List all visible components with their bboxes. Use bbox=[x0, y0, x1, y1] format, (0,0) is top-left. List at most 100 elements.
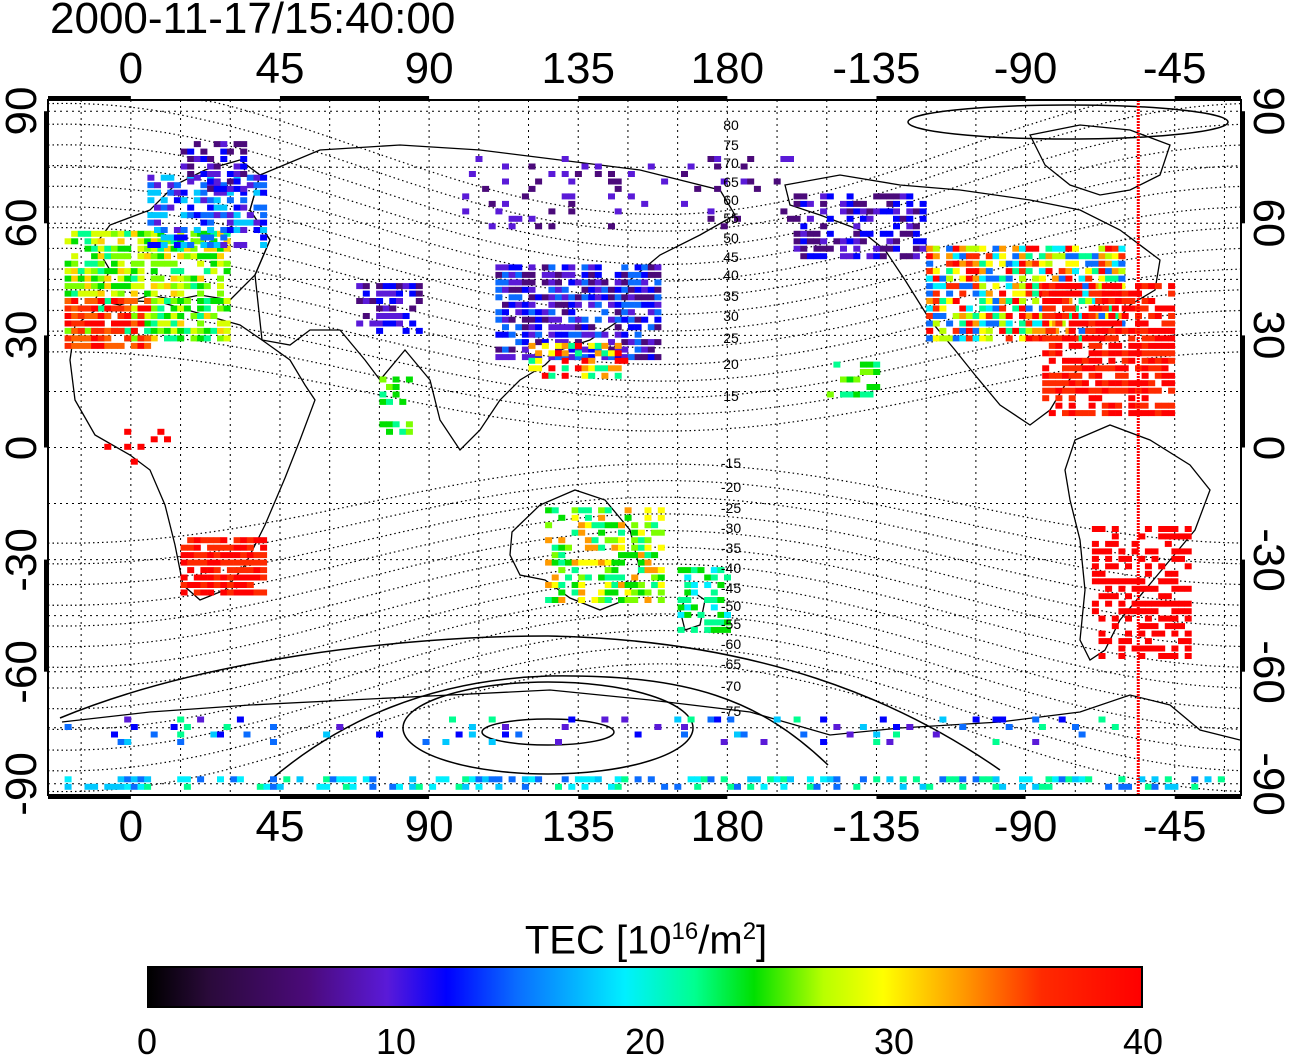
contour-label: -70 bbox=[721, 678, 741, 694]
tec-cell bbox=[574, 324, 582, 331]
tec-cell bbox=[64, 320, 72, 327]
tec-cell bbox=[213, 567, 221, 574]
tec-cell bbox=[1038, 260, 1046, 267]
tec-cell bbox=[91, 342, 99, 349]
tec-cell bbox=[124, 327, 132, 334]
tec-cell bbox=[574, 279, 582, 286]
tec-cell bbox=[240, 552, 248, 559]
tec-cell bbox=[253, 574, 261, 581]
tec-cell bbox=[200, 552, 208, 559]
tec-cell bbox=[1138, 645, 1146, 652]
tec-cell bbox=[588, 279, 596, 286]
tec-cell bbox=[260, 204, 268, 211]
tec-cell bbox=[644, 537, 652, 544]
tec-cell bbox=[793, 716, 801, 723]
tec-cell bbox=[193, 544, 201, 551]
tec-cell bbox=[853, 783, 861, 790]
tec-cell bbox=[555, 342, 562, 349]
tec-cell bbox=[571, 582, 579, 588]
tec-cell bbox=[1138, 653, 1146, 659]
tec-cell bbox=[1184, 630, 1192, 637]
tec-cell bbox=[1012, 290, 1020, 297]
tec-cell bbox=[965, 253, 973, 260]
tec-cell bbox=[183, 776, 191, 783]
tec-cell bbox=[64, 283, 72, 290]
tec-cell bbox=[588, 776, 596, 783]
tec-cell bbox=[223, 724, 231, 730]
tec-cell bbox=[717, 611, 725, 618]
tec-cell bbox=[787, 776, 794, 783]
tec-cell bbox=[684, 611, 692, 618]
tec-cell bbox=[654, 309, 662, 316]
tec-cell bbox=[1062, 290, 1069, 297]
tec-cell bbox=[747, 178, 755, 185]
tec-cell bbox=[84, 275, 92, 282]
colorbar-tick-label: 30 bbox=[873, 1021, 915, 1062]
tec-cell bbox=[170, 275, 178, 282]
tec-cell bbox=[1118, 645, 1126, 652]
tec-cell bbox=[379, 421, 387, 428]
tec-cell bbox=[644, 589, 652, 596]
tec-cell bbox=[932, 290, 940, 297]
tec-cell bbox=[806, 230, 814, 237]
tec-cell bbox=[147, 219, 155, 226]
tec-cell bbox=[793, 238, 801, 245]
tec-cell bbox=[611, 567, 619, 574]
tec-cell bbox=[866, 208, 874, 215]
tec-cell bbox=[137, 342, 145, 349]
tec-cell bbox=[240, 197, 248, 204]
tec-cell bbox=[710, 574, 718, 581]
tec-cell bbox=[641, 354, 649, 361]
tec-cell bbox=[144, 342, 152, 349]
tec-cell bbox=[150, 283, 158, 290]
tec-cell bbox=[521, 309, 529, 316]
tec-cell bbox=[104, 283, 112, 290]
tec-cell bbox=[793, 193, 801, 200]
tec-cell bbox=[535, 223, 543, 230]
tec-cell bbox=[1062, 357, 1069, 364]
tec-cell bbox=[183, 724, 191, 730]
tec-cell bbox=[207, 242, 215, 248]
tec-cell bbox=[1171, 548, 1179, 555]
tec-cell bbox=[1019, 253, 1026, 260]
tec-cell bbox=[979, 283, 987, 290]
tec-cell bbox=[183, 253, 191, 260]
tec-cell bbox=[866, 384, 874, 390]
tec-cell bbox=[614, 286, 622, 293]
tec-cell bbox=[674, 716, 682, 723]
tec-cell bbox=[84, 305, 92, 312]
tec-cell bbox=[641, 264, 649, 271]
tec-cell bbox=[627, 301, 635, 308]
tec-cell bbox=[342, 776, 350, 783]
tec-cell bbox=[157, 283, 165, 290]
tec-cell bbox=[1191, 776, 1199, 783]
tec-cell bbox=[912, 253, 920, 260]
tec-cell bbox=[528, 309, 536, 316]
tec-cell bbox=[144, 230, 152, 237]
tec-cell bbox=[64, 783, 72, 790]
tec-cell bbox=[1115, 372, 1123, 379]
tec-cell bbox=[614, 372, 622, 379]
tec-cell bbox=[223, 268, 231, 275]
tec-cell bbox=[1184, 608, 1192, 615]
tec-cell bbox=[1005, 335, 1013, 342]
tec-cell bbox=[555, 279, 562, 286]
tec-cell bbox=[1108, 283, 1116, 290]
tec-cell bbox=[906, 253, 914, 260]
tec-cell bbox=[1019, 290, 1026, 297]
tec-cell bbox=[213, 141, 221, 148]
tec-cell bbox=[396, 313, 403, 319]
tec-cell bbox=[674, 783, 682, 790]
tec-cell bbox=[614, 342, 622, 349]
tec-cell bbox=[396, 298, 403, 304]
contour-label: -30 bbox=[721, 520, 741, 536]
tec-cell bbox=[621, 279, 629, 286]
tec-cell bbox=[1141, 283, 1149, 290]
tec-cell bbox=[137, 245, 145, 252]
tec-cell bbox=[528, 215, 536, 222]
tec-cell bbox=[740, 178, 748, 185]
tec-cell bbox=[1091, 555, 1099, 562]
tec-cell bbox=[561, 171, 569, 177]
tec-cell bbox=[160, 212, 168, 219]
tec-cell bbox=[581, 286, 589, 293]
